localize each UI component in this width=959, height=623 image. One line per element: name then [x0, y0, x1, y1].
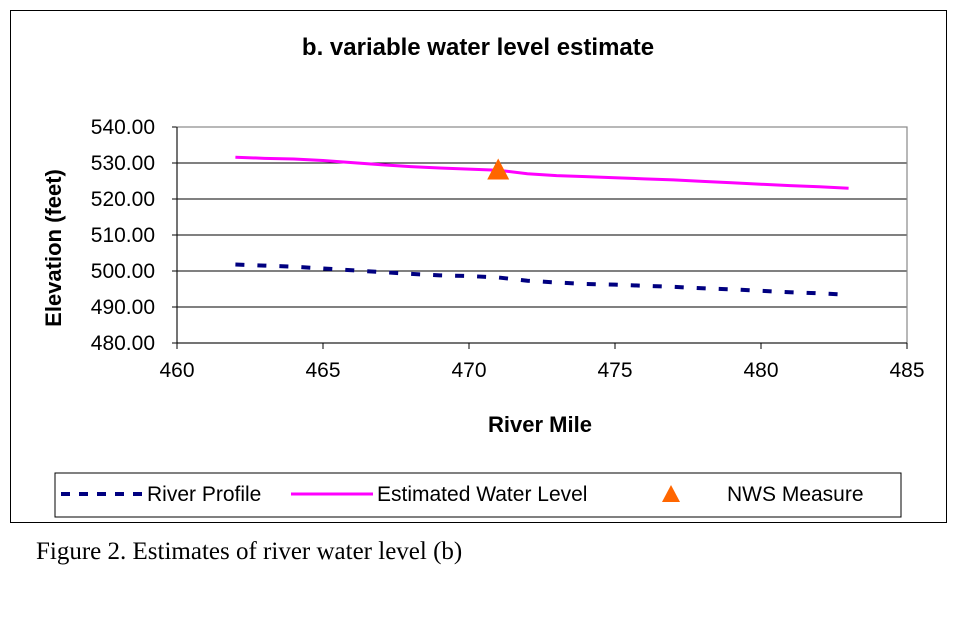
legend-label-nws-measure: NWS Measure	[727, 483, 864, 506]
x-axis-title: River Mile	[488, 412, 592, 437]
chart-svg: b. variable water level estimate 480.004…	[41, 34, 925, 518]
nws-measure-point	[487, 158, 510, 180]
y-tick-label: 530.00	[91, 152, 155, 175]
x-tick-label: 475	[597, 359, 632, 382]
legend-label-river-profile: River Profile	[147, 483, 261, 506]
x-tick-label: 480	[743, 359, 778, 382]
x-tick-label: 485	[889, 359, 924, 382]
legend: River Profile Estimated Water Level NWS …	[54, 472, 902, 518]
legend-label-estimated-water-level: Estimated Water Level	[377, 483, 587, 506]
legend-box	[54, 472, 902, 518]
y-tick-label: 510.00	[91, 224, 155, 247]
y-tick-label: 480.00	[91, 332, 155, 355]
chart-frame: b. variable water level estimate 480.00 4…	[10, 10, 947, 523]
x-tick-label: 460	[159, 359, 194, 382]
y-tick-label: 540.00	[91, 116, 155, 139]
figure-caption: Figure 2. Estimates of river water level…	[36, 538, 463, 565]
y-tick-label: 490.00	[91, 296, 155, 319]
y-tick-label: 520.00	[91, 188, 155, 211]
y-axis-title: Elevation (feet)	[41, 169, 66, 327]
plot-area: 480.00 490.00 500.00 510.00 520.00 530.00 540.…	[91, 116, 925, 382]
chart-title: b. variable water level estimate	[302, 34, 654, 61]
x-tick-label: 470	[451, 359, 486, 382]
x-tick-label: 465	[305, 359, 340, 382]
series-line-estimated-water-level	[235, 155, 849, 190]
series-line-river-profile	[235, 262, 849, 297]
y-tick-label: 500.00	[91, 260, 155, 283]
legend-swatch-nws-measure	[662, 485, 680, 502]
